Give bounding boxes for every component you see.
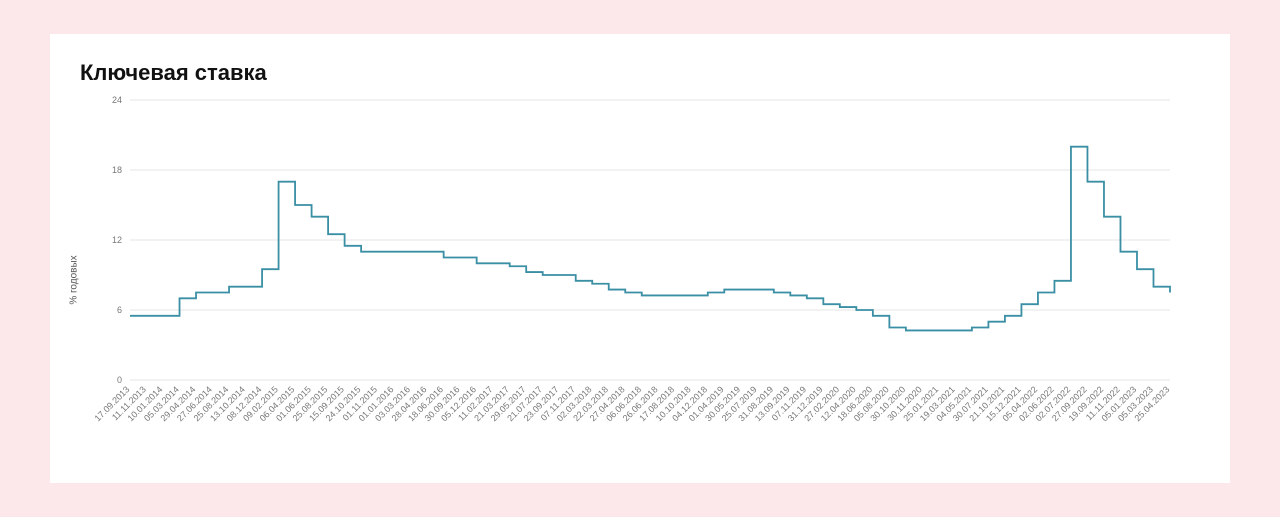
y-tick-label: 12 (112, 235, 122, 245)
y-tick-label: 6 (117, 305, 122, 315)
y-tick-label: 0 (117, 375, 122, 385)
data-line (130, 147, 1170, 331)
chart-area: % годовых 0612182417.09.201311.11.201310… (80, 90, 1200, 470)
chart-title: Ключевая ставка (80, 60, 1200, 86)
chart-card: Ключевая ставка % годовых 0612182417.09.… (50, 34, 1230, 483)
chart-svg: 0612182417.09.201311.11.201310.01.201405… (80, 90, 1180, 470)
y-axis-label: % годовых (69, 255, 80, 304)
page-background: Ключевая ставка % годовых 0612182417.09.… (0, 0, 1280, 517)
y-tick-label: 18 (112, 165, 122, 175)
y-tick-label: 24 (112, 95, 122, 105)
